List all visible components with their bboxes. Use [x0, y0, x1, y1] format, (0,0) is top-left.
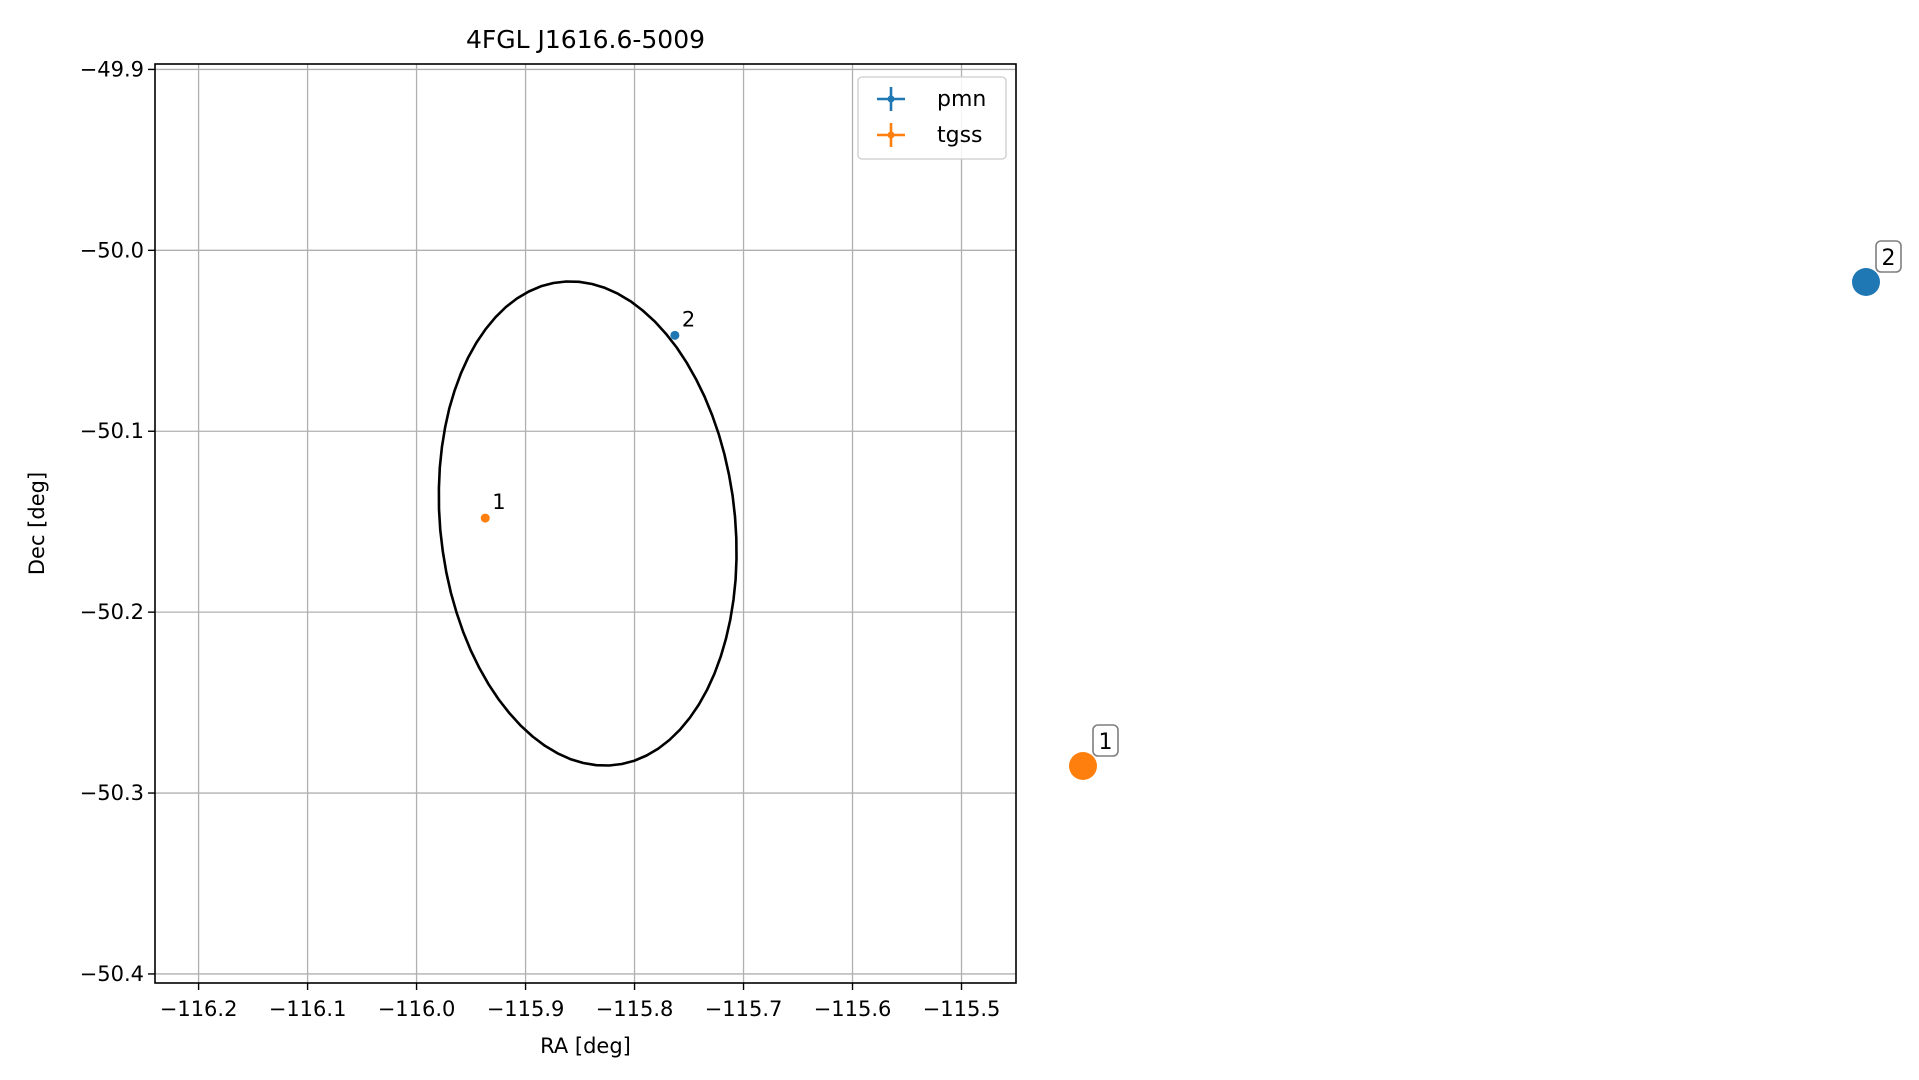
pmn-point — [670, 330, 680, 340]
x-axis-label: RA [deg] — [540, 1034, 631, 1058]
callout-label-2: 2 — [1882, 246, 1896, 271]
grid-lines — [155, 64, 1016, 983]
source-callouts: 21 — [1069, 240, 1902, 780]
tgss-point-label: 1 — [492, 490, 505, 514]
tgss-point — [480, 513, 490, 523]
callout-label-1: 1 — [1099, 730, 1113, 755]
y-tick-label: −50.1 — [80, 419, 144, 443]
localization-ellipse-group — [437, 280, 738, 767]
legend-marker-pmn — [887, 95, 895, 103]
x-tick-label: −115.7 — [705, 997, 783, 1021]
x-tick-label: −116.2 — [160, 997, 238, 1021]
legend-box — [857, 76, 1007, 160]
pmn-point-label: 2 — [682, 307, 695, 331]
y-tick-label: −49.9 — [80, 57, 144, 81]
callout-marker-2 — [1852, 268, 1880, 296]
legend-label-pmn: pmn — [937, 87, 986, 112]
x-tick-label: −115.6 — [814, 997, 892, 1021]
localization-ellipse — [437, 280, 738, 767]
y-tick-label: −50.0 — [80, 238, 144, 262]
callout-label-box — [1092, 724, 1119, 757]
legend-label-tgss: tgss — [937, 123, 983, 148]
plot-area-frame — [154, 63, 1017, 984]
callout-marker-1 — [1069, 752, 1097, 780]
axis-ticks: −116.2 −116.1 −116.0 −115.9 −115.8 −115.7 −115… — [80, 57, 1001, 1021]
y-tick-label: −50.4 — [80, 962, 144, 986]
x-tick-label: −115.9 — [487, 997, 565, 1021]
callout-label-box — [1875, 240, 1902, 273]
y-tick-label: −50.3 — [80, 781, 144, 805]
x-tick-label: −116.1 — [269, 997, 347, 1021]
chart-title: 4FGL J1616.6-5009 — [466, 25, 705, 54]
source-points: 21 — [480, 307, 695, 523]
y-tick-label: −50.2 — [80, 600, 144, 624]
legend-marker-tgss — [887, 131, 895, 139]
x-tick-label: −116.0 — [378, 997, 456, 1021]
y-axis-label: Dec [deg] — [25, 472, 49, 575]
x-tick-label: −115.5 — [923, 997, 1001, 1021]
legend: pmn tgss — [857, 76, 1007, 160]
x-tick-label: −115.8 — [596, 997, 674, 1021]
